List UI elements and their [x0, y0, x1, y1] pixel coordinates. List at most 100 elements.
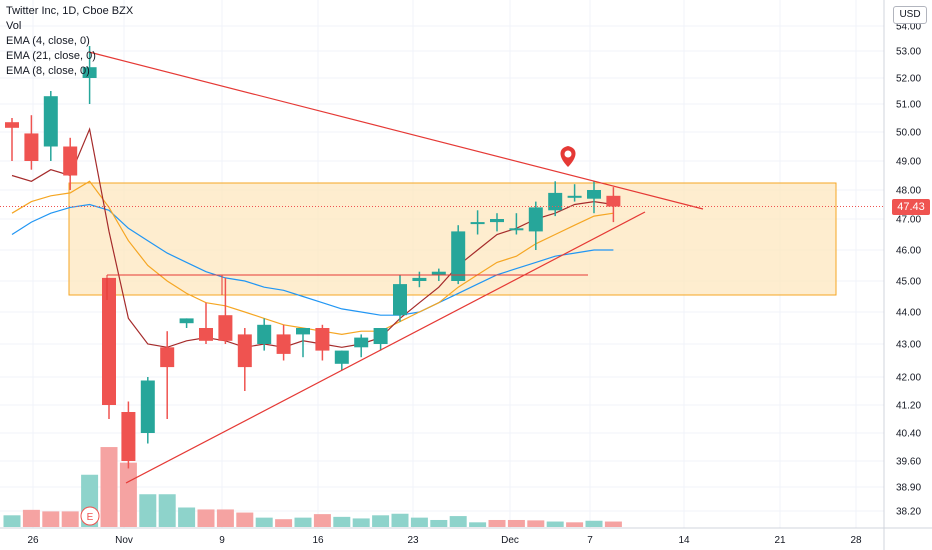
- price-tick-label: 38.20: [896, 507, 921, 518]
- price-tick-label: 50.00: [896, 128, 921, 139]
- candle: [354, 337, 369, 348]
- price-tick-label: 46.00: [896, 246, 921, 257]
- volume-bar: [216, 509, 234, 527]
- volume-bar: [294, 517, 312, 527]
- price-tick-label: 43.00: [896, 340, 921, 351]
- time-tick-label: 28: [850, 535, 862, 546]
- legend-ema21: EMA (21, close, 0): [6, 50, 96, 62]
- price-tick-label: 47.00: [896, 215, 921, 226]
- volume-bar: [197, 509, 215, 527]
- price-tick-label: 39.60: [896, 457, 921, 468]
- volume-bar: [178, 507, 196, 527]
- candle: [63, 146, 78, 176]
- candle: [528, 207, 543, 232]
- candle: [24, 133, 39, 161]
- volume-bar: [546, 521, 564, 527]
- price-tick-label: 52.00: [896, 74, 921, 85]
- candle: [315, 328, 330, 351]
- descending-trendline: [88, 51, 704, 210]
- candles: [5, 46, 621, 469]
- trendlines: [0, 51, 884, 484]
- volume-bar: [449, 516, 467, 527]
- volume-bar: [391, 513, 409, 527]
- time-tick-label: 26: [27, 535, 39, 546]
- candle: [296, 328, 310, 335]
- candle: [218, 315, 233, 341]
- candle: [509, 228, 524, 231]
- price-tick-label: 49.00: [896, 157, 921, 168]
- earnings-marker-circle: [80, 506, 100, 526]
- price-tick-label: 40.40: [896, 429, 921, 440]
- time-tick-label: 16: [312, 535, 324, 546]
- chart-legend: Twitter Inc, 1D, Cboe BZX Vol EMA (4, cl…: [6, 4, 133, 79]
- candle: [237, 334, 252, 368]
- last-price-label: 47.43: [892, 198, 930, 215]
- legend-symbol: Twitter Inc, 1D, Cboe BZX: [6, 5, 134, 17]
- volume-bar: [139, 494, 157, 527]
- currency-button[interactable]: USD: [893, 6, 927, 24]
- ascending-trendline: [125, 211, 646, 484]
- volume-bar: [469, 522, 487, 527]
- candle: [412, 277, 427, 281]
- candle: [393, 284, 407, 316]
- legend-vol: Vol: [6, 20, 22, 32]
- volume-bar: [61, 511, 79, 527]
- volume-bar: [275, 519, 293, 527]
- candle: [373, 328, 388, 344]
- ema8-line: [11, 180, 614, 336]
- volume-bar: [42, 511, 60, 527]
- time-tick-label: 9: [219, 535, 225, 546]
- volume-bar: [119, 462, 137, 527]
- candle: [199, 328, 213, 341]
- volume-bar: [585, 520, 603, 527]
- candle: [102, 277, 116, 405]
- candle: [276, 334, 291, 354]
- candle: [5, 122, 19, 128]
- price-tick-label: 45.00: [896, 277, 921, 288]
- volume-bar: [507, 519, 525, 527]
- candle: [82, 67, 97, 78]
- volume-bar: [255, 517, 273, 527]
- volume-bar: [352, 518, 370, 527]
- candle: [121, 412, 136, 461]
- volume-bar: [527, 520, 545, 527]
- volume-bar: [566, 522, 584, 527]
- time-tick-label: 14: [678, 535, 690, 546]
- time-tick-label: Nov: [115, 535, 133, 546]
- candle: [43, 96, 58, 147]
- price-tick-label: 53.00: [896, 47, 921, 58]
- candle: [179, 318, 194, 324]
- time-tick-label: Dec: [501, 535, 519, 546]
- price-tick-label: 51.00: [896, 100, 921, 111]
- price-tick-label: 38.90: [896, 483, 921, 494]
- volume-bar: [488, 519, 506, 527]
- candle: [548, 192, 563, 211]
- price-tick-label: 41.20: [896, 401, 921, 412]
- time-tick-label: 23: [407, 535, 419, 546]
- price-tick-label: 44.00: [896, 308, 921, 319]
- price-tick-label: 42.00: [896, 373, 921, 384]
- candle: [470, 222, 485, 225]
- candle: [334, 350, 349, 364]
- candle: [587, 190, 601, 199]
- volume-bar: [604, 521, 622, 527]
- price-axis[interactable]: 54.00 53.00 52.00 51.00 50.00 49.00 48.00 47.00…: [883, 0, 921, 550]
- candle: [431, 271, 446, 275]
- volume-bar: [430, 519, 448, 527]
- volume-bar: [100, 447, 118, 527]
- time-tick-label: 7: [587, 535, 593, 546]
- volume-bar: [372, 515, 390, 527]
- time-tick-label: 21: [774, 535, 786, 546]
- price-tick-label: 48.00: [896, 186, 921, 197]
- legend-ema4: EMA (4, close, 0): [6, 35, 90, 47]
- candle: [257, 324, 272, 344]
- volume-bar: [3, 515, 21, 527]
- candle: [140, 380, 155, 433]
- earnings-marker: E: [80, 506, 100, 526]
- volume-bar: [313, 514, 331, 527]
- map-pin-dot: [564, 150, 572, 158]
- time-axis[interactable]: 26 Nov 9 16 23 Dec 7 14 21 28 E: [0, 506, 932, 546]
- price-tick-label: 54.00: [896, 22, 921, 33]
- map-pin-icon: [560, 146, 576, 167]
